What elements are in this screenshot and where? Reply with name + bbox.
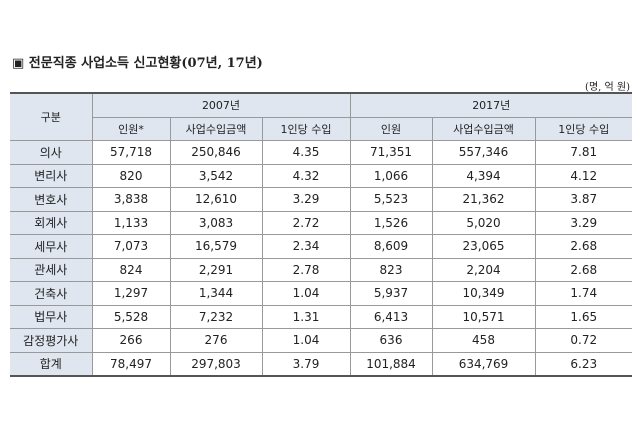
row-header: 법무사 — [10, 304, 93, 329]
table-cell: 4.32 — [261, 163, 351, 188]
table-cell: 1.74 — [534, 281, 632, 306]
table-cell: 5,523 — [349, 187, 433, 212]
table-cell: 71,351 — [349, 140, 433, 165]
table-cell: 7,073 — [91, 234, 171, 259]
table-cell: 1,526 — [349, 210, 433, 235]
table-cell: 6,413 — [349, 304, 433, 329]
table-cell: 5,937 — [349, 281, 433, 306]
table-cell: 4.12 — [534, 163, 632, 188]
table-cell: 824 — [91, 257, 171, 282]
table-cell: 823 — [349, 257, 433, 282]
table-cell: 5,020 — [431, 210, 536, 235]
group-row: 구분 2007년 2017년 — [10, 92, 632, 141]
table-cell: 4,394 — [431, 163, 536, 188]
table-cell: 3,083 — [169, 210, 263, 235]
table-cell: 266 — [91, 328, 171, 353]
table-cell: 2.34 — [261, 234, 351, 259]
table-row: 변호사 3,838 12,610 3.29 5,523 21,362 3.87 — [10, 187, 632, 212]
table-cell: 8,609 — [349, 234, 433, 259]
table-cell: 3.87 — [534, 187, 632, 212]
table-cell: 12,610 — [169, 187, 263, 212]
table-cell: 250,846 — [169, 140, 263, 165]
table-cell: 1,133 — [91, 210, 171, 235]
table-cell: 2.72 — [261, 210, 351, 235]
table-cell: 3.79 — [261, 351, 351, 377]
table-cell: 7,232 — [169, 304, 263, 329]
row-header: 합계 — [10, 351, 93, 377]
table-cell: 6.23 — [534, 351, 632, 377]
table-cell: 2,291 — [169, 257, 263, 282]
table-cell: 1,066 — [349, 163, 433, 188]
row-header: 의사 — [10, 140, 93, 165]
table-cell: 57,718 — [91, 140, 171, 165]
table-cell: 5,528 — [91, 304, 171, 329]
row-header: 감정평가사 — [10, 328, 93, 353]
group-header: 2007년 — [91, 92, 351, 118]
table-row: 법무사 5,528 7,232 1.31 6,413 10,571 1.65 — [10, 304, 632, 329]
row-header: 변호사 — [10, 187, 93, 212]
table-cell: 21,362 — [431, 187, 536, 212]
column-header: 사업수입금액 — [169, 116, 263, 141]
table-cell: 2,204 — [431, 257, 536, 282]
table-cell: 634,769 — [431, 351, 536, 377]
table-cell: 101,884 — [349, 351, 433, 377]
table-cell: 2.68 — [534, 257, 632, 282]
table-row: 건축사 1,297 1,344 1.04 5,937 10,349 1.74 — [10, 281, 632, 306]
column-header: 1인당 수입 — [534, 116, 632, 141]
table-cell: 10,571 — [431, 304, 536, 329]
table-row: 회계사 1,133 3,083 2.72 1,526 5,020 3.29 — [10, 210, 632, 235]
table-cell: 0.72 — [534, 328, 632, 353]
table-cell: 3,542 — [169, 163, 263, 188]
table-cell: 2.78 — [261, 257, 351, 282]
table-cell: 1,344 — [169, 281, 263, 306]
table-row: 관세사 824 2,291 2.78 823 2,204 2.68 — [10, 257, 632, 282]
table-body: 의사 57,718 250,846 4.35 71,351 557,346 7.81 변리사 8… — [10, 140, 632, 377]
table-row: 세무사 7,073 16,579 2.34 8,609 23,065 2.68 — [10, 234, 632, 259]
column-header: 1인당 수입 — [261, 116, 351, 141]
table-cell: 636 — [349, 328, 433, 353]
table-cell: 1.04 — [261, 328, 351, 353]
table-cell: 557,346 — [431, 140, 536, 165]
table-cell: 16,579 — [169, 234, 263, 259]
row-header: 관세사 — [10, 257, 93, 282]
table-cell: 1,297 — [91, 281, 171, 306]
column-row: 인원* 사업수입금액 1인당 수입 인원 사업수입금액 1인당 수입 — [10, 116, 632, 141]
group-header: 2017년 — [349, 92, 632, 118]
column-header: 사업수입금액 — [431, 116, 536, 141]
table-cell: 23,065 — [431, 234, 536, 259]
unit-note: (명, 억 원) — [585, 82, 630, 93]
row-header: 변리사 — [10, 163, 93, 188]
table-cell: 3.29 — [534, 210, 632, 235]
row-header: 회계사 — [10, 210, 93, 235]
column-header: 인원* — [92, 116, 171, 141]
corner-header: 구분 — [10, 92, 93, 141]
row-header: 세무사 — [10, 234, 93, 259]
table-title: ▣ 전문직종 사업소득 신고현황(07년, 17년) — [12, 56, 263, 71]
table-cell: 3.29 — [261, 187, 351, 212]
data-table: 구분 2007년 2017년 인원* 사업수입금액 1인당 수입 인원 사업수입금액 1인… — [10, 92, 632, 377]
row-header: 건축사 — [10, 281, 93, 306]
table-row: 합계 78,497 297,803 3.79 101,884 634,769 6.23 — [10, 351, 632, 377]
table-cell: 2.68 — [534, 234, 632, 259]
column-header: 인원 — [349, 116, 433, 141]
table-cell: 1.04 — [261, 281, 351, 306]
table-cell: 78,497 — [91, 351, 171, 377]
table-cell: 1.65 — [534, 304, 632, 329]
table-row: 의사 57,718 250,846 4.35 71,351 557,346 7.81 — [10, 140, 632, 165]
table-cell: 1.31 — [261, 304, 351, 329]
table-cell: 297,803 — [169, 351, 263, 377]
table-cell: 3,838 — [91, 187, 171, 212]
table-cell: 7.81 — [534, 140, 632, 165]
table-cell: 276 — [169, 328, 263, 353]
table-cell: 458 — [431, 328, 536, 353]
table-row: 변리사 820 3,542 4.32 1,066 4,394 4.12 — [10, 163, 632, 188]
table-cell: 10,349 — [431, 281, 536, 306]
table-cell: 4.35 — [261, 140, 351, 165]
table-cell: 820 — [91, 163, 171, 188]
table-row: 감정평가사 266 276 1.04 636 458 0.72 — [10, 328, 632, 353]
